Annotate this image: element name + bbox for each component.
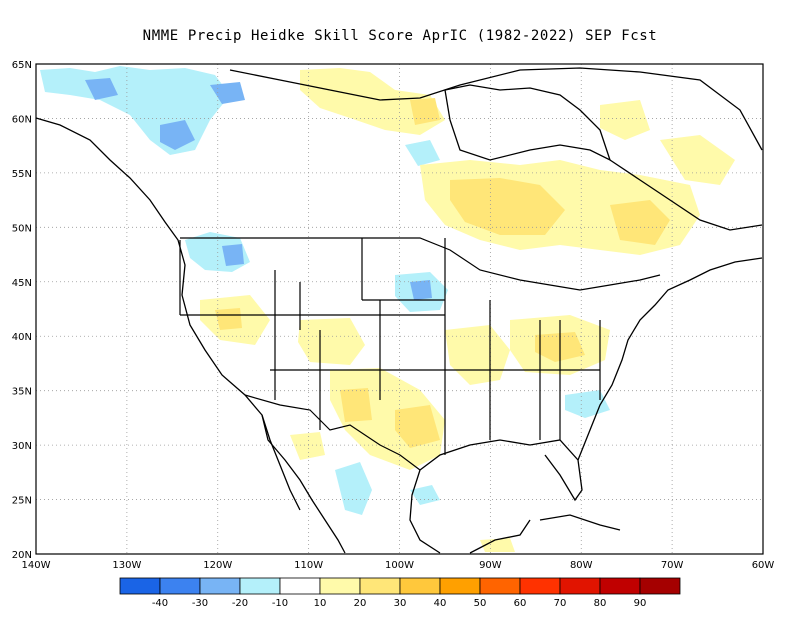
patch-neg-dakota-dark [410, 280, 432, 300]
coast-east [577, 257, 763, 461]
colorbar-swatch [199, 577, 241, 595]
patch-pos-texas-mid [340, 388, 372, 422]
colorbar-swatch [399, 577, 441, 595]
patch-pos-yucatan [480, 538, 515, 552]
patch-pos-baffin [600, 100, 650, 140]
colorbar-label: -10 [272, 598, 288, 609]
lat-label: 20N [12, 550, 32, 561]
colorbar-swatch [239, 577, 281, 595]
patch-pos-nevada-mid [215, 308, 242, 330]
patch-pos-quebec [610, 200, 670, 245]
colorbar-label: -30 [192, 598, 208, 609]
coast-gulf [419, 439, 583, 502]
coast-labrador [609, 159, 763, 231]
colorbar-swatch [279, 577, 321, 595]
colorbar-label: -20 [232, 598, 248, 609]
coast-yucatan [469, 519, 531, 554]
colorbar-label: 70 [554, 598, 567, 609]
patch-pos-mississippi [445, 325, 510, 385]
lat-label: 45N [12, 278, 32, 289]
patch-neg-gulf [410, 485, 440, 505]
map-title: NMME Precip Heidke Skill Score AprIC (19… [142, 28, 658, 44]
patch-pos-southwest [298, 318, 365, 365]
colorbar-label: 40 [434, 598, 447, 609]
colorbar-swatch [639, 577, 681, 595]
colorbar-labels: -40 -30 -20 -10 10 20 30 40 50 60 70 80 90 [152, 598, 647, 609]
longitude-labels: 140W 130W 120W 110W 100W 90W 80W 70W 60W [22, 560, 775, 571]
colorbar-swatch [439, 577, 481, 595]
colorbar-label: 10 [314, 598, 327, 609]
lon-label: 90W [479, 560, 502, 571]
colorbar-swatch [559, 577, 601, 595]
skill-patches [40, 66, 610, 515]
lon-label: 120W [203, 560, 232, 571]
coast-mexico-east [409, 469, 441, 554]
patch-neg-alaska [40, 66, 230, 155]
colorbar-label: 80 [594, 598, 607, 609]
lat-label: 55N [12, 169, 32, 180]
patch-pos-labrador [660, 135, 735, 185]
lon-label: 70W [661, 560, 684, 571]
colorbar-label: 20 [354, 598, 367, 609]
graticule [36, 64, 763, 554]
coast-arctic [229, 67, 763, 151]
colorbar-swatch [319, 577, 361, 595]
latitude-labels: 65N 60N 55N 50N 45N 40N 35N 30N 25N 20N [12, 60, 32, 561]
lat-label: 50N [12, 223, 32, 234]
colorbar-label: 60 [514, 598, 527, 609]
patch-neg-yukon [210, 82, 245, 104]
colorbar-swatch [599, 577, 641, 595]
patch-pos-mexico [290, 432, 325, 460]
state-lines [179, 238, 601, 455]
lat-label: 65N [12, 60, 32, 71]
map-frame [35, 63, 764, 555]
us-canada-border [180, 237, 661, 291]
lat-label: 25N [12, 496, 32, 507]
coast-baja [261, 414, 301, 511]
coast-west [35, 117, 346, 554]
colorbar-label: -40 [152, 598, 168, 609]
political-boundaries [179, 237, 661, 471]
patch-neg-carolina [565, 390, 610, 418]
skill-patches-positive [200, 68, 735, 552]
patch-neg-mexico [335, 462, 372, 515]
patch-neg-alaska-dark [85, 78, 118, 100]
patch-neg-ontario [405, 140, 440, 166]
colorbar-swatch [359, 577, 401, 595]
colorbar-label: 50 [474, 598, 487, 609]
colorbar-swatch [479, 577, 521, 595]
lon-label: 110W [294, 560, 323, 571]
lon-label: 100W [385, 560, 414, 571]
colorbar-label: 90 [634, 598, 647, 609]
coast-cuba [539, 514, 621, 531]
colorbar [119, 577, 681, 595]
colorbar-swatch [519, 577, 561, 595]
coastlines [35, 67, 763, 554]
coast-hudson [444, 84, 612, 162]
us-mexico-border [244, 394, 421, 471]
patch-pos-texas-mid2 [395, 405, 440, 448]
lat-label: 30N [12, 441, 32, 452]
lon-label: 140W [22, 560, 51, 571]
colorbar-swatch [119, 577, 161, 595]
patch-neg-bc [160, 120, 195, 150]
lat-label: 40N [12, 332, 32, 343]
lon-label: 60W [752, 560, 775, 571]
colorbar-swatch [159, 577, 201, 595]
lon-label: 80W [570, 560, 593, 571]
colorbar-label: 30 [394, 598, 407, 609]
lon-label: 130W [112, 560, 141, 571]
patch-neg-idaho [222, 244, 244, 266]
lat-label: 60N [12, 114, 32, 125]
patch-pos-hudson-mid [450, 178, 565, 235]
lat-label: 35N [12, 387, 32, 398]
